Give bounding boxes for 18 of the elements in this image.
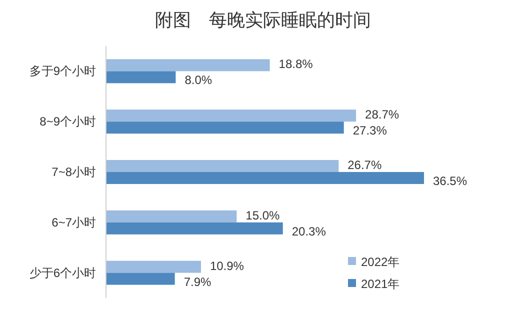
data-label: 26.7% bbox=[348, 158, 382, 172]
category-label: 6~7小时 bbox=[52, 215, 96, 230]
data-label: 15.0% bbox=[246, 208, 280, 222]
data-label: 28.7% bbox=[365, 108, 400, 122]
data-label: 20.3% bbox=[292, 224, 326, 238]
data-label: 7.9% bbox=[184, 274, 212, 289]
data-label: 36.5% bbox=[433, 174, 468, 188]
data-label: 27.3% bbox=[352, 124, 387, 138]
title: 附图 每晚实际睡眠的时间 bbox=[155, 10, 371, 30]
category-label: 7~8小时 bbox=[52, 165, 96, 179]
data-label: 18.8% bbox=[278, 57, 313, 72]
legend-label: 2021年 bbox=[361, 277, 400, 291]
data-label: 10.9% bbox=[210, 258, 244, 273]
category-label: 少于6个小时 bbox=[29, 266, 96, 280]
legend-label: 2022年 bbox=[361, 255, 400, 269]
data-label: 8.0% bbox=[184, 73, 212, 88]
category-label: 8~9个小时 bbox=[40, 114, 96, 129]
category-label: 多于9个小时 bbox=[29, 64, 96, 78]
